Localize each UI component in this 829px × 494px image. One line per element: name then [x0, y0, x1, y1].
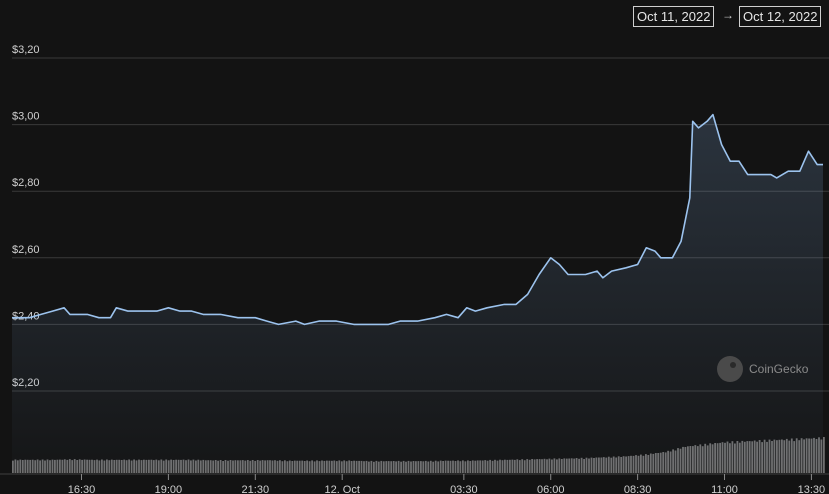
x-tick-label: 08:30: [624, 484, 652, 494]
x-tick-label: 13:30: [798, 484, 826, 494]
coingecko-watermark: CoinGecko: [717, 356, 809, 382]
date-range-start[interactable]: Oct 11, 2022: [633, 6, 715, 27]
y-tick-label: $2,60: [12, 244, 40, 256]
x-tick-label: 12. Oct: [324, 484, 359, 494]
price-line: [12, 113, 823, 326]
x-tick-label: 03:30: [450, 484, 478, 494]
arrow-right-icon: →: [722, 8, 734, 22]
x-tick-label: 11:00: [711, 484, 738, 494]
y-tick-label: $3,00: [12, 111, 40, 123]
y-tick-label: $3,20: [12, 44, 40, 56]
y-tick-label: $2,80: [12, 177, 40, 189]
x-tick-label: 21:30: [242, 484, 270, 494]
price-area: [12, 114, 823, 470]
date-range-end[interactable]: Oct 12, 2022: [739, 6, 822, 27]
volume-bar: [823, 437, 825, 473]
x-tick-label: 19:00: [155, 484, 183, 494]
x-axis: 16:30 19:00 21:30 12. Oct 03:30 06:00 08:30 11:…: [68, 474, 825, 494]
watermark-text: CoinGecko: [749, 362, 809, 376]
coingecko-logo-eye: [730, 362, 736, 368]
coingecko-logo-icon: [717, 356, 743, 382]
x-tick-label: 06:00: [537, 484, 565, 494]
x-tick-label: 16:30: [68, 484, 96, 494]
